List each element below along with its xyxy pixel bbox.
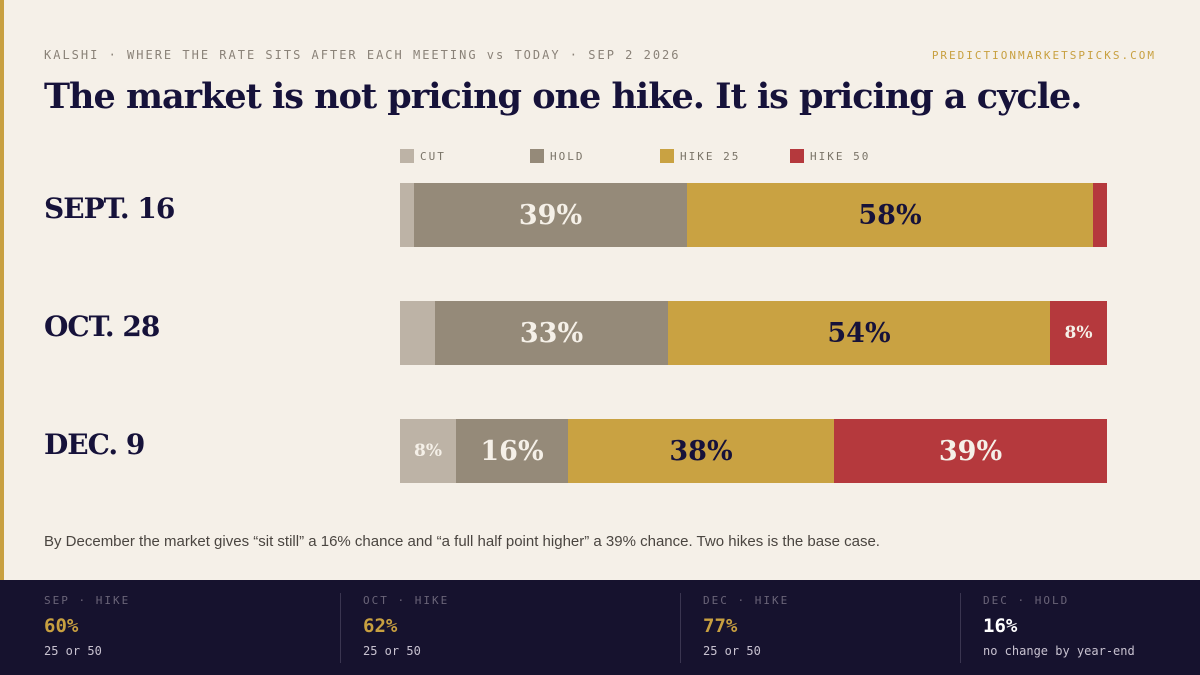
accent-bar <box>0 0 4 580</box>
meeting-label-sept: SEPT. 16 <box>44 192 175 225</box>
legend-label-hold: HOLD <box>550 149 585 163</box>
stats-footer: SEP · HIKE 60% 25 or 50 OCT · HIKE 62% 2… <box>0 580 1200 675</box>
bar-segment-cut-oct <box>400 301 435 365</box>
legend-swatch-hike25 <box>660 149 674 163</box>
stat-sub: no change by year-end <box>983 644 1135 658</box>
bar-segment-cut-dec: 8% <box>400 419 456 483</box>
headline: The market is not pricing one hike. It i… <box>44 76 1082 117</box>
stat-value: 60% <box>44 615 79 637</box>
site-link[interactable]: PREDICTIONMARKETSPICKS.COM <box>931 49 1156 62</box>
stat-value: 62% <box>363 615 398 637</box>
meeting-label-dec: DEC. 9 <box>44 428 145 461</box>
bar-segment-hold-sept: 39% <box>414 183 687 247</box>
bar-segment-hike25-dec: 38% <box>568 419 834 483</box>
bar-segment-hike25-sept: 58% <box>687 183 1093 247</box>
legend-item-hold: HOLD <box>530 148 585 164</box>
bar-segment-hike50-sept <box>1093 183 1107 247</box>
bar-row-dec: 8% 16% 38% 39% <box>400 419 1107 483</box>
legend-swatch-hike50 <box>790 149 804 163</box>
legend-item-cut: CUT <box>400 148 446 164</box>
bar-segment-cut-sept <box>400 183 414 247</box>
bar-segment-hike50-dec: 39% <box>834 419 1107 483</box>
legend-label-hike25: HIKE 25 <box>680 149 741 163</box>
stat-dec-hike: DEC · HIKE 77% 25 or 50 <box>680 593 789 663</box>
stat-sub: 25 or 50 <box>363 644 421 658</box>
legend-swatch-cut <box>400 149 414 163</box>
stat-sub: 25 or 50 <box>44 644 102 658</box>
legend-item-hike25: HIKE 25 <box>660 148 740 164</box>
stat-label: OCT · HIKE <box>363 594 450 607</box>
bar-segment-hike50-oct: 8% <box>1050 301 1107 365</box>
chart-legend: CUT HOLD HIKE 25 HIKE 50 <box>400 148 960 164</box>
stat-label: DEC · HIKE <box>703 594 790 607</box>
bar-row-sept: 39% 58% <box>400 183 1107 247</box>
legend-label-hike50: HIKE 50 <box>810 149 871 163</box>
stat-value: 77% <box>703 615 738 637</box>
chart-note: By December the market gives “sit still”… <box>44 533 880 550</box>
stat-label: DEC · HOLD <box>983 594 1070 607</box>
bar-segment-hold-oct: 33% <box>435 301 668 365</box>
legend-label-cut: CUT <box>420 149 446 163</box>
bar-row-oct: 33% 54% 8% <box>400 301 1107 365</box>
bar-segment-hike25-oct: 54% <box>668 301 1050 365</box>
stat-sub: 25 or 50 <box>703 644 761 658</box>
legend-item-hike50: HIKE 50 <box>790 148 870 164</box>
stat-value: 16% <box>983 615 1018 637</box>
stat-dec-hold: DEC · HOLD 16% no change by year-end <box>960 593 1135 663</box>
stat-oct-hike: OCT · HIKE 62% 25 or 50 <box>340 593 449 663</box>
bar-segment-hold-dec: 16% <box>456 419 568 483</box>
stat-label: SEP · HIKE <box>44 594 131 607</box>
legend-swatch-hold <box>530 149 544 163</box>
stat-sep-hike: SEP · HIKE 60% 25 or 50 <box>0 593 130 663</box>
source-topline: KALSHI · WHERE THE RATE SITS AFTER EACH … <box>44 48 681 62</box>
meeting-label-oct: OCT. 28 <box>44 310 160 343</box>
